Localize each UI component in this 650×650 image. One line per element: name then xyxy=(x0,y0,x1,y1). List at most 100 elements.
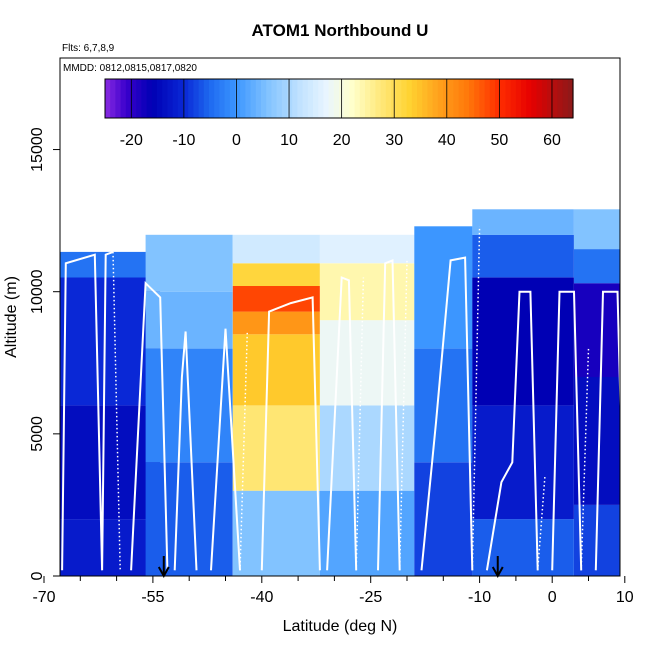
colorbar-segment xyxy=(198,79,205,118)
colorbar-segment xyxy=(302,79,309,118)
colorbar-segment xyxy=(188,79,194,118)
heatmap-cell xyxy=(574,504,620,576)
colorbar-tick-label: 0 xyxy=(232,132,241,149)
heatmap-cell xyxy=(414,348,473,463)
colorbar-segment xyxy=(292,79,298,118)
y-axis-label: Altitude (m) xyxy=(3,276,20,358)
colorbar-segment xyxy=(162,79,168,118)
colorbar-segment xyxy=(448,79,454,118)
colorbar-segment xyxy=(125,79,132,118)
data-column xyxy=(414,226,473,576)
colorbar-segment xyxy=(229,79,236,118)
colorbar-segment xyxy=(193,79,200,118)
heatmap-cell xyxy=(472,234,574,278)
colorbar-segment xyxy=(536,79,543,118)
colorbar-segment xyxy=(500,79,506,118)
heatmap-cell xyxy=(574,209,620,250)
colorbar-segment xyxy=(131,79,137,118)
heatmap-cell xyxy=(472,405,574,520)
colorbar-segment xyxy=(276,79,283,118)
colorbar-segment xyxy=(406,79,413,118)
colorbar-segment xyxy=(359,79,366,118)
x-tick-label: -55 xyxy=(141,589,164,606)
colorbar-segment xyxy=(469,79,475,118)
colorbar-segment xyxy=(313,79,319,118)
colorbar-segment xyxy=(172,79,179,118)
colorbar: -20 -10 0 10 20 30 40 50 60 xyxy=(104,78,574,149)
profile-line xyxy=(551,290,583,571)
colorbar-segment xyxy=(526,79,532,118)
heatmap-cells xyxy=(60,209,620,576)
heatmap-cell xyxy=(574,249,620,284)
heatmap-cell xyxy=(232,490,320,576)
colorbar-segment xyxy=(328,79,335,118)
heatmap-cell xyxy=(574,283,620,377)
colorbar-segment xyxy=(567,79,574,118)
colorbar-tick-label: 40 xyxy=(438,132,456,149)
colorbar-segment xyxy=(323,79,330,118)
colorbar-segment xyxy=(495,79,501,118)
colorbar-segment xyxy=(453,79,460,118)
colorbar-segment xyxy=(110,79,116,118)
colorbar-segment xyxy=(370,79,376,118)
colorbar-segment xyxy=(432,79,439,118)
flight-profiles xyxy=(61,226,620,571)
chart-title: ATOM1 Northbound U xyxy=(252,21,429,40)
flights-annotation: Flts: 6,7,8,9 xyxy=(62,43,115,54)
x-tick-label: 0 xyxy=(548,589,557,606)
colorbar-segment xyxy=(547,79,553,118)
colorbar-tick-label: 10 xyxy=(280,132,298,149)
heatmap-cell xyxy=(232,405,320,491)
heatmap-cell xyxy=(414,226,473,349)
heatmap-cell xyxy=(414,462,473,576)
colorbar-segment xyxy=(515,79,522,118)
colorbar-segment xyxy=(562,79,569,118)
colorbar-segment xyxy=(557,79,564,118)
colorbar-segment xyxy=(271,79,278,118)
profile-line xyxy=(130,280,169,571)
colorbar-segment xyxy=(266,79,272,118)
colorbar-segment xyxy=(505,79,512,118)
colorbar-segment xyxy=(437,79,444,118)
colorbar-segment xyxy=(214,79,220,118)
profile-line xyxy=(260,296,321,571)
y-tick-label: 10000 xyxy=(29,269,46,314)
heatmap-cell xyxy=(319,263,415,321)
heatmap-cell xyxy=(574,377,620,505)
colorbar-segment xyxy=(401,79,408,118)
heatmap-cell xyxy=(60,405,161,520)
heatmap-cell xyxy=(145,462,233,576)
colorbar-segment xyxy=(240,79,246,118)
colorbar-segment xyxy=(427,79,434,118)
x-axis-label: Latitude (deg N) xyxy=(283,618,398,635)
colorbar-segment xyxy=(151,79,158,118)
data-column xyxy=(232,234,320,576)
colorbar-segment xyxy=(281,79,288,118)
y-tick-label: 15000 xyxy=(29,127,46,172)
heatmap-cell xyxy=(319,234,415,264)
colorbar-segment xyxy=(245,79,252,118)
colorbar-segment xyxy=(141,79,148,118)
heatmap-cell xyxy=(232,263,320,286)
profile-line xyxy=(377,258,401,571)
colorbar-segment xyxy=(167,79,174,118)
heatmap-cell xyxy=(232,311,320,335)
profile-line xyxy=(594,290,620,571)
x-tick-label: -25 xyxy=(359,589,382,606)
colorbar-segment xyxy=(380,79,387,118)
colorbar-segment xyxy=(354,79,361,118)
heatmap-cell xyxy=(319,320,415,406)
data-column xyxy=(472,209,574,576)
colorbar-segment xyxy=(177,79,184,118)
profile-line xyxy=(420,256,474,571)
profile-dotted xyxy=(355,277,365,571)
colorbar-segment xyxy=(489,79,496,118)
colorbar-segment xyxy=(255,79,262,118)
colorbar-segment xyxy=(541,79,548,118)
y-tick-label: 5000 xyxy=(29,416,46,452)
colorbar-tick-label: -10 xyxy=(172,132,195,149)
heatmap-cell xyxy=(232,234,320,264)
colorbar-segment xyxy=(422,79,428,118)
heatmap-cell xyxy=(145,291,233,349)
